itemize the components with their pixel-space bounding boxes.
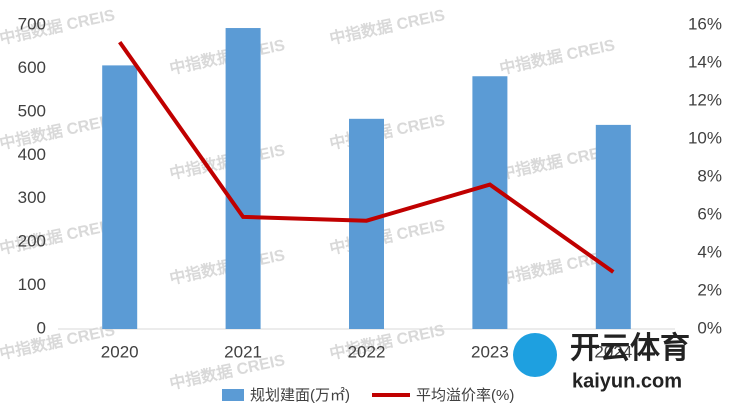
y-tick-label: 300 (18, 188, 46, 207)
bar (102, 65, 138, 329)
watermark: 中指数据 CREIS (328, 110, 447, 153)
watermark: 中指数据 CREIS (0, 320, 117, 363)
logo-url: kaiyun.com (572, 370, 682, 392)
y2-tick-label: 14% (688, 52, 722, 71)
legend-label: 规划建面(万㎡) (250, 387, 350, 404)
watermark: 中指数据 CREIS (328, 320, 447, 363)
y-tick-label: 700 (18, 14, 46, 33)
y2-tick-label: 2% (697, 280, 722, 299)
y2-tick-label: 4% (697, 242, 722, 261)
y2-tick-label: 8% (697, 166, 722, 185)
bar (349, 118, 384, 329)
watermarks: 中指数据 CREIS 中指数据 CREIS 中指数据 CREIS 中指数据 CREIS… (0, 5, 617, 393)
y-tick-label: 500 (18, 101, 46, 120)
x-tick-label: 2021 (224, 342, 262, 361)
watermark: 中指数据 CREIS (498, 35, 617, 78)
legend-label: 平均溢价率(%) (416, 387, 514, 404)
y-tick-label: 200 (18, 232, 46, 251)
x-tick-label: 2020 (101, 342, 139, 361)
bar (472, 76, 508, 329)
bar (225, 28, 261, 329)
logo-icon (513, 333, 557, 377)
logo-title: 开云体育 (570, 331, 690, 365)
y2-tick-label: 10% (688, 128, 722, 147)
x-tick-label: 2022 (348, 342, 386, 361)
line (118, 40, 615, 274)
bar (595, 124, 631, 329)
x-tick-label: 2024 (594, 342, 632, 361)
x-tick-label: 2023 (471, 342, 509, 361)
y-tick-label: 600 (18, 58, 46, 77)
y2-tick-label: 6% (697, 204, 722, 223)
y2-tick-label: 16% (688, 14, 722, 33)
logo: 开云体育 kaiyun.com (513, 331, 690, 392)
y-tick-label: 0 (37, 318, 46, 337)
watermark: 中指数据 CREIS (328, 5, 447, 48)
y2-tick-label: 0% (697, 318, 722, 337)
y-tick-label: 400 (18, 145, 46, 164)
plot: 0 100 200 300 400 500 600 700 0% 2% 4% 6% 8% 10% 12% 14… (18, 14, 722, 403)
legend-swatch (222, 389, 244, 401)
y2-tick-label: 12% (688, 90, 722, 109)
y-tick-label: 100 (18, 275, 46, 294)
